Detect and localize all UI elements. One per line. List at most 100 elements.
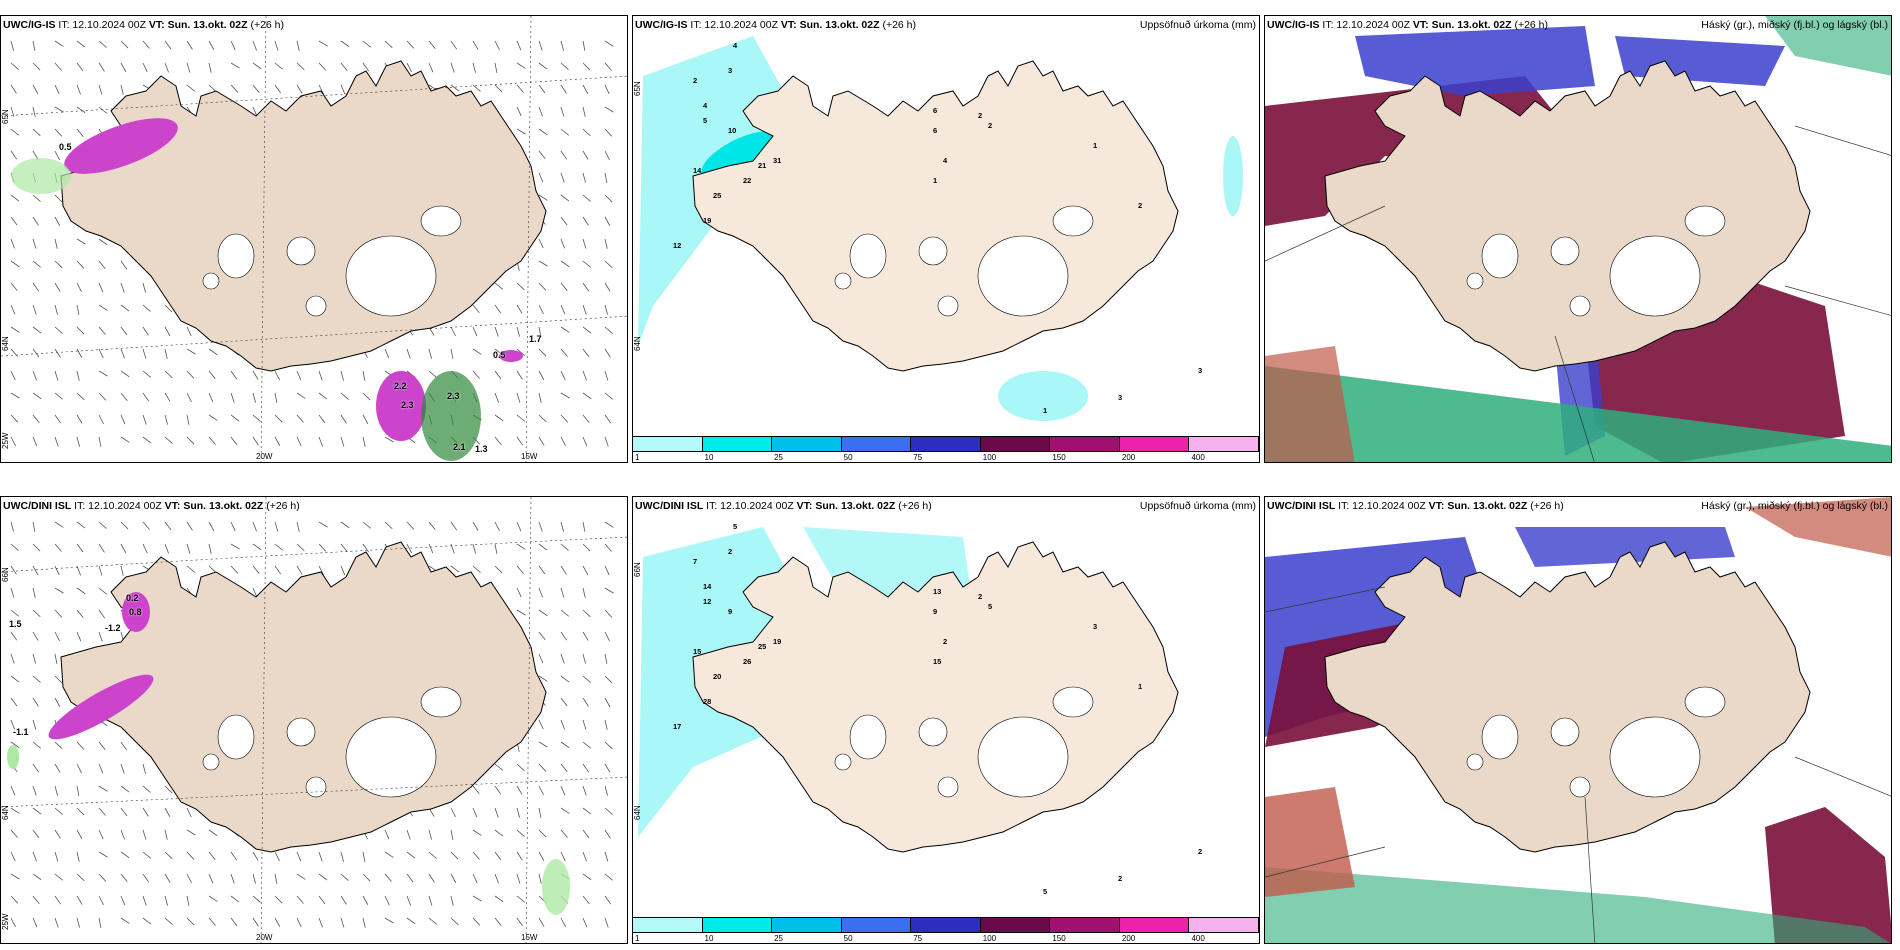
- wind-barb: [54, 40, 64, 47]
- boundary-lines: [1265, 125, 1891, 462]
- wind-barb: [98, 304, 108, 311]
- wind-barb: [384, 40, 393, 49]
- glacier: [849, 714, 887, 760]
- value-label: 0.5: [493, 350, 506, 360]
- wind-barb: [10, 128, 20, 136]
- wind-barb: [538, 851, 545, 861]
- wind-barb: [494, 543, 498, 554]
- wind-barb: [450, 326, 456, 337]
- wind-barb: [516, 543, 526, 550]
- wind-barb: [538, 543, 548, 551]
- colorbar-tick: 150: [1052, 453, 1066, 462]
- colorbar-tick: 100: [982, 453, 997, 462]
- wind-barb: [428, 851, 437, 859]
- wind-barb: [98, 895, 104, 906]
- wind-barb: [120, 895, 126, 906]
- glacier: [1684, 686, 1726, 718]
- wind-barb: [274, 436, 281, 446]
- wind-barb: [604, 829, 611, 839]
- precip-value: 12: [703, 597, 712, 606]
- wind-barb: [296, 873, 306, 880]
- wind-barb: [516, 282, 525, 291]
- wind-barb: [538, 719, 544, 730]
- wind-barb: [538, 238, 544, 249]
- wind-barb: [450, 84, 460, 92]
- wind-barb: [32, 785, 37, 796]
- colorbar-tick: 400: [1191, 934, 1205, 943]
- wind-barb: [560, 565, 567, 575]
- glaciers: [834, 205, 1094, 317]
- wind-barb: [98, 763, 104, 774]
- wind-barb: [560, 40, 564, 51]
- wind-barb: [560, 697, 568, 707]
- wind-barb: [318, 436, 323, 447]
- wind-barb: [32, 106, 36, 117]
- wind-barb: [560, 807, 570, 814]
- colorbar-tick: 25: [774, 453, 784, 462]
- colorbar-swatch: [1189, 436, 1259, 452]
- value-label: 2.3: [447, 391, 460, 401]
- wind-barb: [362, 414, 369, 424]
- value-label: 0.2: [126, 593, 139, 603]
- wind-barb: [32, 414, 40, 424]
- precip-value: 2: [1198, 847, 1203, 856]
- wind-barb: [230, 62, 240, 69]
- wind-barb: [186, 543, 191, 554]
- wind-barb: [120, 260, 128, 270]
- wind-barb: [76, 565, 81, 576]
- precip-value: 1: [1093, 141, 1098, 150]
- wind-barb: [582, 216, 589, 226]
- precip-value: 6: [933, 126, 938, 135]
- wind-barb: [604, 631, 610, 642]
- wind-barb: [98, 40, 107, 48]
- wind-barb: [54, 62, 62, 71]
- wind-barb: [296, 392, 306, 399]
- precip-value: 20: [713, 672, 722, 681]
- panel-bot-right: UWC/DINI ISL IT: 12.10.2024 00Z VT: Sun.…: [1264, 496, 1892, 944]
- wind-barb: [208, 84, 217, 93]
- wind-barb: [54, 326, 63, 334]
- wind-barb: [208, 873, 214, 884]
- wind-barb: [120, 785, 130, 793]
- wind-barb: [274, 873, 278, 884]
- wind-barb: [472, 873, 478, 884]
- wind-barb: [582, 807, 592, 815]
- wind-barb: [230, 873, 235, 884]
- wind-barb: [494, 807, 499, 818]
- wind-barb: [120, 370, 130, 378]
- wind-barb: [604, 84, 610, 95]
- wind-barb: [230, 84, 239, 93]
- wind-barb: [582, 260, 592, 268]
- wind-barb: [230, 851, 238, 861]
- wind-barb: [538, 40, 543, 51]
- value-label: 0.8: [129, 607, 142, 617]
- wind-barb: [318, 565, 324, 576]
- wind-barb: [142, 763, 146, 774]
- wind-barb: [98, 282, 104, 293]
- wind-barb: [384, 436, 394, 443]
- wind-barb: [54, 150, 60, 161]
- wind-barb: [604, 741, 613, 750]
- wind-barb: [76, 873, 85, 882]
- wind-barb: [76, 392, 85, 401]
- wind-barb: [582, 392, 592, 400]
- map-bot-right: [1265, 497, 1891, 943]
- panel-title: UWC/IG-IS IT: 12.10.2024 00Z VT: Sun. 13…: [1267, 19, 1549, 31]
- wind-barb: [230, 521, 236, 532]
- wind-barb: [186, 370, 195, 379]
- wind-barb: [54, 763, 61, 773]
- wind-barb: [472, 895, 482, 902]
- wind-barb: [450, 807, 456, 818]
- wind-barb: [538, 521, 543, 532]
- wind-barb: [428, 873, 435, 883]
- wind-barb: [560, 829, 568, 838]
- wind-barb: [32, 543, 41, 552]
- wind-barb: [164, 370, 173, 379]
- wind-barb: [560, 194, 570, 202]
- wind-barb: [32, 194, 41, 202]
- wind-barb: [494, 436, 502, 446]
- wind-barb: [54, 587, 64, 594]
- wind-barb: [32, 829, 40, 839]
- wind-barb: [362, 436, 366, 447]
- wind-barb: [76, 521, 86, 529]
